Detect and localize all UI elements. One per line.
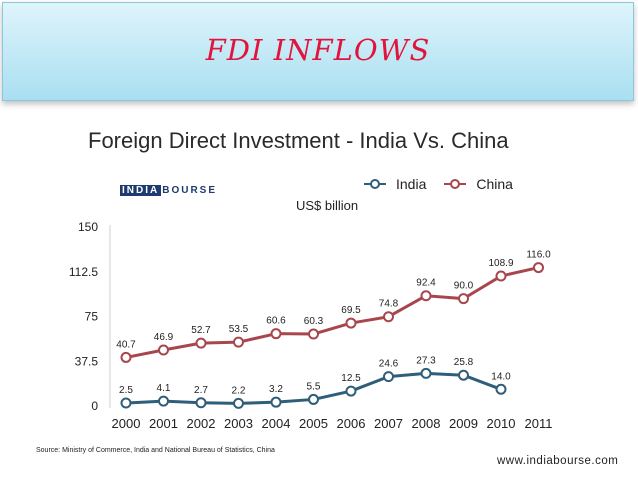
data-point-india	[270, 396, 282, 408]
data-point-china	[383, 311, 394, 323]
data-label-china: 92.4	[416, 278, 436, 289]
x-tick-label: 2006	[337, 416, 366, 431]
data-point-china	[120, 351, 132, 363]
data-label-india: 27.3	[416, 355, 436, 366]
data-label-china: 60.3	[304, 316, 324, 327]
y-units-label: US$ billion	[296, 198, 359, 213]
x-tick-label: 2002	[187, 416, 216, 431]
legend-label-india: India	[396, 176, 427, 192]
data-point-china	[458, 293, 469, 305]
data-label-china: 40.7	[116, 339, 136, 350]
data-label-india: 14.0	[491, 371, 511, 382]
slide-title: FDI INFLOWS	[205, 33, 431, 67]
data-label-india: 2.7	[194, 385, 208, 396]
x-tick-label: 2000	[112, 416, 141, 431]
data-point-india	[383, 371, 394, 383]
data-point-india	[420, 367, 432, 379]
indiabourse-logo: INDIA BOURSE	[120, 184, 217, 196]
data-label-india: 12.5	[341, 373, 361, 384]
data-point-china	[533, 262, 544, 274]
x-tick-label: 2003	[224, 416, 253, 431]
data-point-india	[120, 397, 132, 409]
data-point-china	[270, 328, 282, 340]
legend-label-china: China	[476, 176, 513, 192]
data-label-india: 24.6	[379, 359, 399, 370]
data-point-india	[233, 397, 244, 409]
legend-marker-china	[444, 179, 467, 189]
title-banner: FDI INFLOWS	[2, 2, 634, 101]
data-point-china	[233, 336, 244, 348]
x-tick-label: 2007	[374, 416, 403, 431]
y-tick-label: 0	[91, 399, 98, 413]
logo-part-bourse: BOURSE	[162, 184, 218, 196]
data-point-india	[308, 393, 319, 405]
data-label-india: 2.2	[232, 385, 246, 396]
data-label-china: 52.7	[191, 325, 211, 336]
chart-legend: India China	[364, 176, 513, 192]
legend-marker-india	[364, 179, 386, 189]
data-label-china: 69.5	[341, 305, 361, 316]
data-point-india	[158, 395, 169, 407]
data-label-china: 46.9	[154, 332, 174, 343]
data-point-india	[195, 397, 207, 409]
data-point-india	[458, 369, 469, 381]
source-note: Source: Ministry of Commerce, India and …	[36, 447, 275, 454]
chart-title: Foreign Direct Investment - India Vs. Ch…	[88, 128, 509, 153]
data-label-china: 60.6	[266, 316, 286, 327]
x-tick-label: 2005	[299, 416, 328, 431]
x-tick-label: 2008	[412, 416, 441, 431]
x-tick-label: 2001	[149, 416, 178, 431]
data-label-china: 108.9	[488, 258, 513, 269]
y-tick-label: 37.5	[75, 354, 99, 368]
data-label-india: 2.5	[119, 385, 133, 396]
x-tick-label: 2011	[525, 416, 553, 431]
x-tick-label: 2010	[487, 416, 516, 431]
logo-part-india: INDIA	[120, 184, 162, 196]
data-point-india	[345, 385, 357, 397]
data-label-india: 25.8	[454, 357, 474, 368]
legend-item-india: India	[364, 176, 426, 192]
data-label-china: 53.5	[229, 324, 249, 335]
y-tick-label: 112.5	[69, 265, 98, 279]
data-label-india: 3.2	[269, 384, 283, 395]
y-tick-label: 150	[78, 220, 98, 234]
legend-item-china: China	[444, 176, 513, 192]
data-point-china	[420, 290, 432, 302]
website-url: www.indiabourse.com	[497, 455, 619, 467]
data-label-india: 4.1	[157, 383, 171, 394]
x-tick-label: 2004	[262, 416, 291, 431]
fdi-line-chart: 0 37.5 75 112.5 150 2000 2001 2002 2003 2004 2005 2…	[69, 220, 553, 431]
data-point-india	[495, 383, 507, 395]
x-tick-label: 2009	[449, 416, 478, 431]
data-label-china: 74.8	[379, 299, 399, 310]
data-point-china	[158, 344, 169, 356]
data-point-china	[495, 270, 507, 282]
data-point-china	[345, 317, 357, 329]
data-point-china	[308, 328, 319, 340]
data-label-india: 5.5	[307, 381, 321, 392]
series-line-china	[125, 266, 539, 359]
data-point-china	[195, 337, 207, 349]
data-label-china: 116.0	[526, 250, 551, 261]
y-tick-label: 75	[85, 310, 99, 324]
data-label-china: 90.0	[454, 281, 474, 292]
